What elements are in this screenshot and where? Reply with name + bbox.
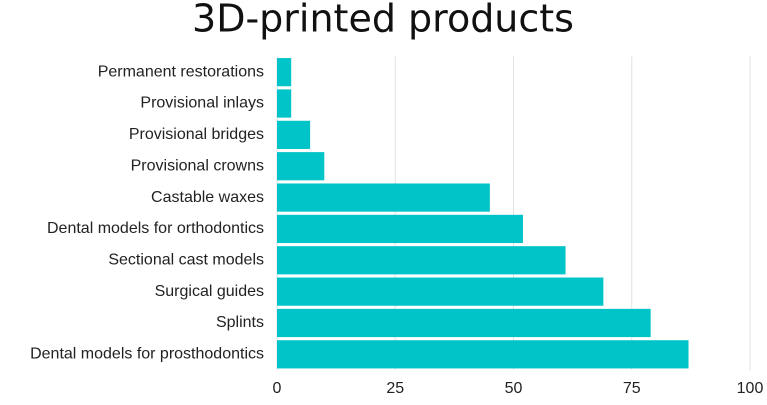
bar (277, 246, 566, 275)
bar (277, 308, 651, 338)
bar (277, 120, 311, 149)
y-tick-label: Provisional inlays (140, 95, 264, 112)
y-tick-label: Dental models for prosthodontics (30, 346, 264, 363)
y-tick-label: Provisional crowns (131, 157, 264, 174)
bar (277, 89, 292, 118)
y-tick-label: Splints (216, 314, 264, 331)
x-tick-label: 100 (737, 380, 764, 397)
bar (277, 214, 523, 244)
x-tick-label: 0 (273, 380, 282, 397)
y-tick-label: Permanent restorations (98, 63, 264, 80)
bar (277, 183, 490, 212)
y-tick-label: Surgical guides (155, 283, 264, 300)
x-tick-label: 25 (386, 380, 404, 397)
x-tick-label: 75 (623, 380, 641, 397)
bar (277, 277, 604, 306)
bar (277, 58, 292, 87)
y-tick-label: Dental models for orthodontics (47, 220, 264, 237)
y-tick-label: Sectional cast models (108, 251, 264, 268)
x-tick-label: 50 (505, 380, 523, 397)
bar (277, 340, 689, 369)
chart-title: 3D-printed products (192, 0, 574, 41)
bar (277, 152, 325, 181)
y-tick-label: Castable waxes (151, 189, 264, 206)
y-tick-label: Provisional bridges (129, 126, 264, 143)
